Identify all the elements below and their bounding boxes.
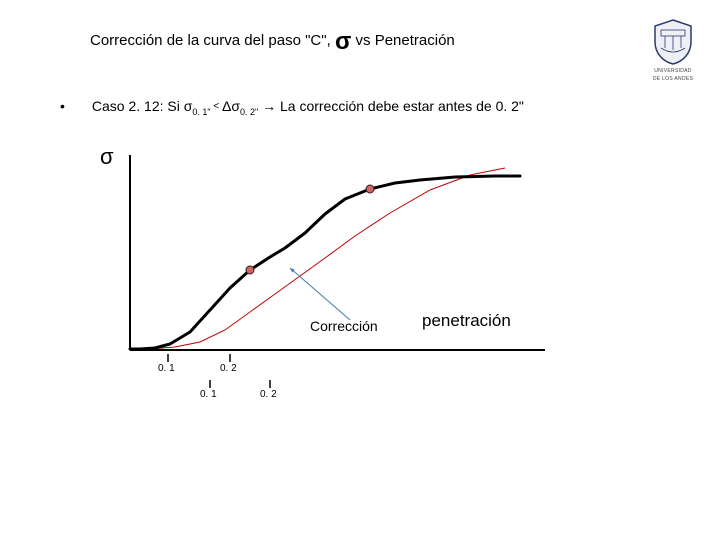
university-logo: UNIVERSIDAD DE LOS ANDES (648, 18, 698, 82)
penetration-label: penetración (422, 311, 511, 331)
case-prefix: Caso 2. 12: Si σ (92, 98, 192, 114)
page-title: Corrección de la curva del paso "C", σ v… (90, 28, 630, 56)
shield-icon (651, 18, 695, 66)
sigma-penetration-chart: σ Corrección penetración 0. 10. 20. 10. … (100, 150, 580, 430)
correction-label: Corrección (310, 318, 378, 334)
title-suffix: vs Penetración (356, 32, 455, 49)
tick-label: 0. 1 (158, 363, 175, 374)
title-sigma: σ (335, 28, 351, 55)
case-delta: Δσ (222, 98, 240, 114)
case-tail: La corrección debe estar antes de 0. 2" (280, 98, 524, 114)
logo-caption-1: UNIVERSIDAD (648, 68, 698, 74)
tick-label: 0. 2 (220, 363, 237, 374)
case-arrow: → (258, 98, 280, 114)
tick-label: 0. 1 (200, 389, 217, 400)
logo-caption-2: DE LOS ANDES (648, 76, 698, 82)
case-sub2: 0. 2" (240, 107, 258, 117)
title-prefix: Corrección de la curva del paso "C", (90, 32, 335, 49)
chart-canvas (100, 150, 580, 430)
case-lt: < (211, 101, 222, 112)
case-sub1: 0. 1" (192, 107, 210, 117)
tick-label: 0. 2 (260, 389, 277, 400)
y-axis-label: σ (100, 144, 114, 170)
case-bullet: • Caso 2. 12: Si σ0. 1" < Δσ0. 2" → La c… (60, 98, 524, 117)
bullet-marker: • (60, 98, 88, 114)
